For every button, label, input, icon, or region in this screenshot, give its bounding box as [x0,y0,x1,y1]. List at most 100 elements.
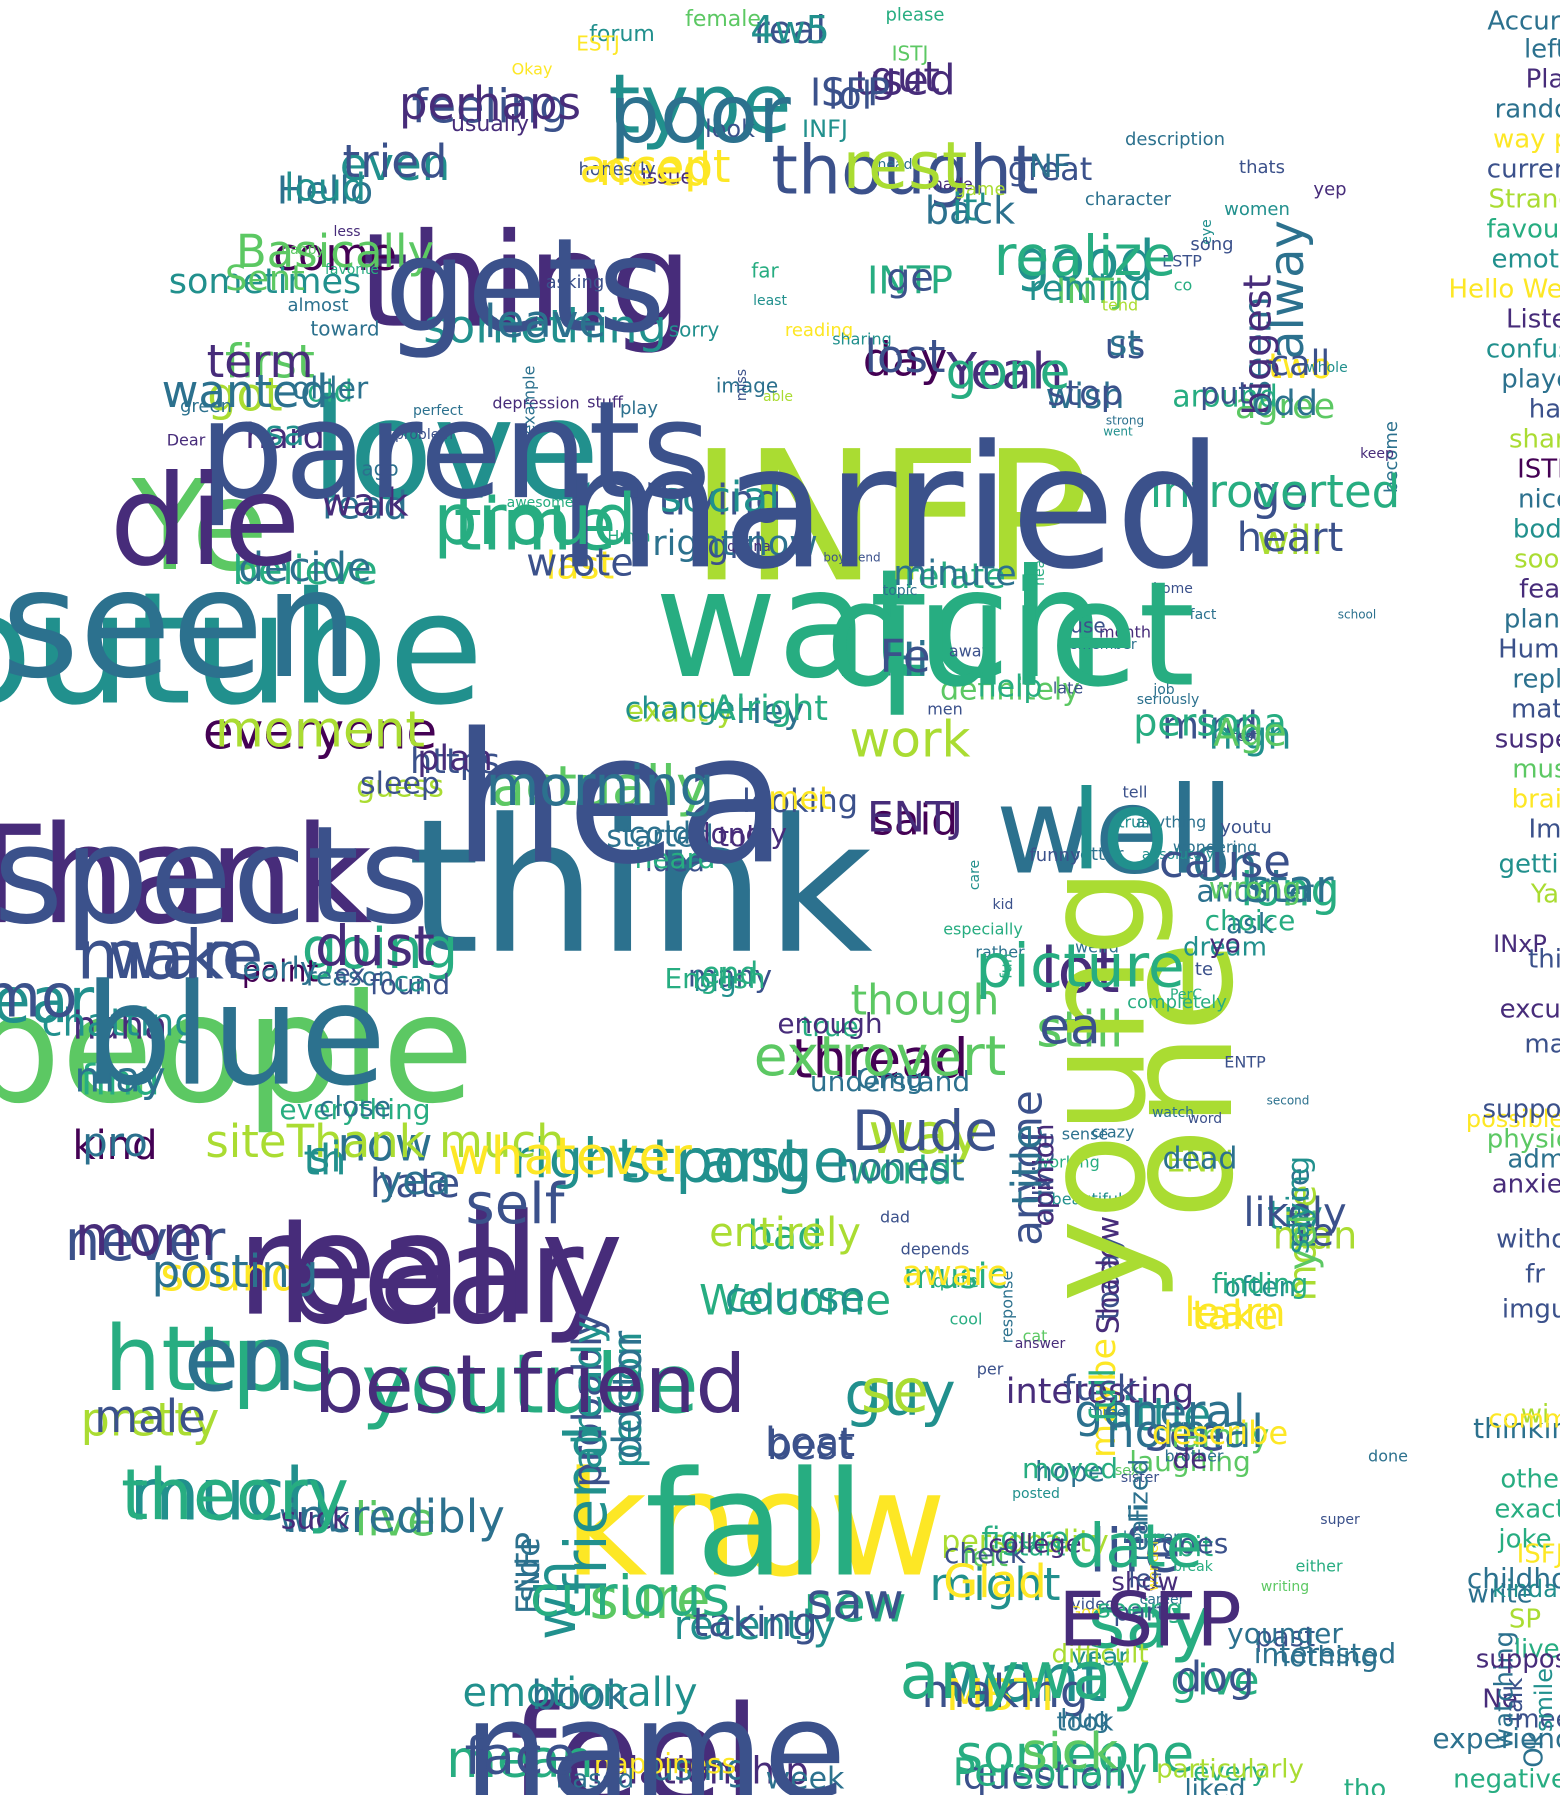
word-name: name [464,1672,847,1795]
word-co: co [1174,276,1193,295]
word-put: put [1200,377,1250,412]
word-use: use [1070,614,1105,638]
word-entirely: entirely [709,1210,861,1256]
word-en: en [184,1307,296,1412]
word-may: may [74,1053,166,1102]
word-girl: girl [707,527,763,567]
word-anyway: anyway [900,1639,1151,1714]
word-sense: sense [1062,1125,1109,1144]
word-lonely: lonely [703,817,787,850]
word-boyfriend: boyfriend [823,551,880,565]
word-curious: curious [530,1564,730,1628]
word-alway: alway [1259,220,1315,360]
word-suck: suck [281,1502,350,1537]
word-three: three [1088,1405,1125,1421]
word-problem: problem [395,427,453,443]
word-particularly: particularly [1156,1755,1304,1785]
word-someone: someone [956,1725,1194,1785]
word-hmm: Hmm [607,527,650,546]
word-perc: PerC [1170,987,1202,1003]
word-favorite: favorite [325,262,379,278]
word-self: self [466,1172,566,1237]
word-aspects: aspects [0,797,430,954]
word-relate: relate [904,557,1006,597]
word-school: school [1338,608,1376,622]
word-share: share [1509,425,1560,455]
word-need: need [599,143,711,196]
word-without: without [1496,1225,1560,1255]
word-4w5: 4w5 [750,8,829,52]
word-cause: cause [1159,835,1291,888]
word-accurate: Accurate [1487,7,1560,37]
word-second: second [1267,1094,1310,1108]
word-now: now [338,1118,433,1172]
word-plan: plan [417,739,493,779]
word-done: done [1368,1447,1408,1466]
word-happy: happy [281,242,325,258]
word-normal: normal [1106,1405,1264,1458]
word-liked: liked [1184,1775,1245,1795]
word-hug: hug [1060,1705,1109,1735]
word-watch: watch [1152,1105,1194,1121]
word-saying: saying [1282,1156,1317,1254]
word-dream: dream [1183,933,1267,963]
word-gonna: gonna [727,539,771,555]
word-youtube: youtube [0,558,484,739]
word-de: de [1173,1442,1208,1475]
word-picture: picture [975,932,1185,1002]
word-soon: soon [1514,545,1560,575]
word-brain: brain [1512,785,1560,815]
word-watch: watch [655,538,1106,712]
word-made: made [927,175,972,194]
word-yet: yet [1281,1210,1325,1271]
word-maybe: maybe [1084,1338,1124,1458]
word-likely: likely [1243,1190,1346,1236]
word-getting: getting [1498,850,1560,880]
word-fun: fun [997,953,1016,979]
word-eye: eye [1199,219,1215,245]
word-well: well [996,763,1235,902]
word-th: th [303,1136,346,1185]
word-advice: advice [1027,1132,1060,1224]
word-proud: proud [433,479,636,561]
word-heard: heard [635,842,716,875]
word-let: let [1128,1565,1161,1595]
word-met: met [768,779,831,817]
word-women: women [1224,199,1290,220]
word-omg: Omg [856,1062,923,1095]
word-test: test [1232,729,1259,745]
word-hope: hope [1035,1455,1105,1488]
word-infp: INFP [690,413,1090,622]
word-yeah: Yeah [946,343,1064,401]
word-way-put: way put [1493,125,1560,155]
word-full: full [1084,1368,1124,1422]
word-reading: reading [785,320,853,341]
word-dear: Dear [167,431,206,450]
word-nf: NF [1029,147,1071,185]
word-taking: taking [692,1600,817,1646]
word-come: come [273,228,397,281]
word-happiness: happiness [594,1747,736,1780]
word-enfp: ENFP [509,1532,547,1614]
word-decide: decide [238,545,371,591]
word-seem: seem [1236,296,1280,400]
word-haha: haha [73,1004,168,1048]
word-today: today [1092,1235,1127,1320]
word-college: college [988,1530,1081,1560]
word-hello: Hello [277,169,373,213]
word-green: green [180,396,232,417]
word-almost: almost [287,295,348,316]
word-pla: Pla [1526,65,1560,95]
word-wow: Wow [280,1505,351,1540]
word-ma: ma [1524,1030,1560,1060]
word-looking: looking [742,782,858,820]
word-te: te [1195,959,1213,980]
word-write: write [1467,1580,1532,1610]
word-better: better [1068,844,1124,865]
word-response: response [998,1271,1017,1344]
word-thats: thats [1239,157,1285,178]
word-less: less [333,224,360,240]
word-though: though [851,976,1000,1025]
word-strange: strange [620,1127,849,1197]
